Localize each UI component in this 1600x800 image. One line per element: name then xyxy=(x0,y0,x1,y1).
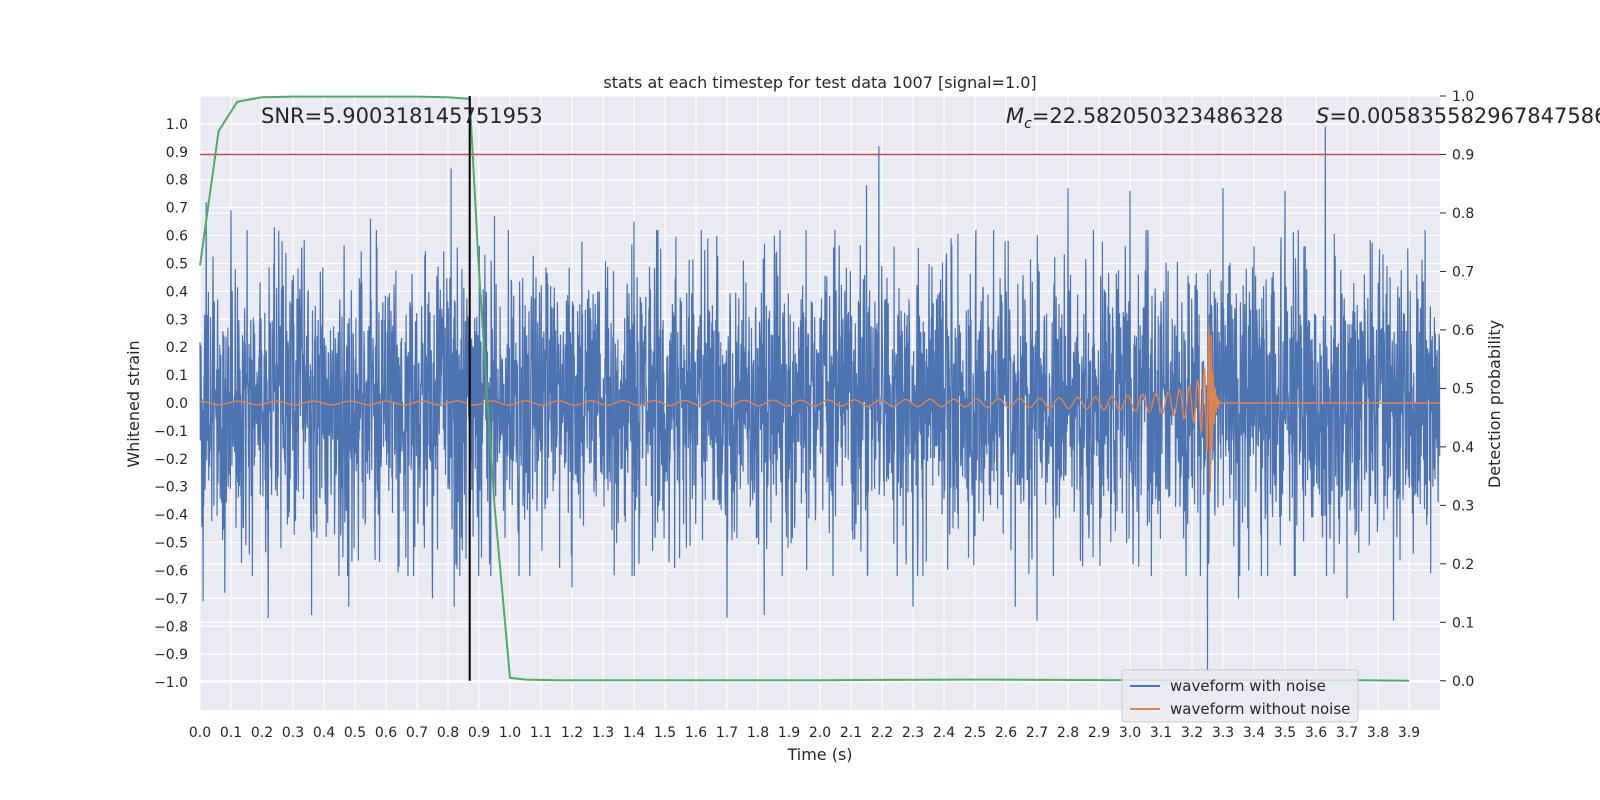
y2-tick-label: 0.5 xyxy=(1452,381,1474,397)
y2-tick-label: 0.3 xyxy=(1452,498,1474,514)
noisy-waveform-line xyxy=(199,126,1441,671)
x-tick-label: 1.4 xyxy=(623,725,645,741)
x-tick-label: 0.0 xyxy=(189,725,211,741)
x-tick-label: 0.8 xyxy=(437,725,459,741)
y2-tick-label: 0.1 xyxy=(1452,615,1474,631)
x-tick-label: 1.9 xyxy=(778,725,800,741)
x-tick-label: 1.6 xyxy=(685,725,707,741)
chart-title: stats at each timestep for test data 100… xyxy=(603,73,1036,92)
y-tick-label: 1.0 xyxy=(166,117,188,133)
x-tick-label: 3.2 xyxy=(1181,725,1203,741)
y2-tick-label: 0.0 xyxy=(1452,674,1474,690)
s-value: =0.005835582967847586 xyxy=(1329,104,1600,128)
x-tick-label: 0.5 xyxy=(344,725,366,741)
y-tick-label: −0.8 xyxy=(154,619,188,635)
s-annotation: S=0.005835582967847586 xyxy=(1316,104,1600,128)
x-tick-label: 2.6 xyxy=(995,725,1017,741)
x-tick-label: 2.3 xyxy=(902,725,924,741)
x-tick-label: 2.0 xyxy=(809,725,831,741)
detection-probability-line xyxy=(199,95,1410,682)
y-tick-label: −0.2 xyxy=(154,452,188,468)
x-tick-label: 0.6 xyxy=(375,725,397,741)
x-tick-label: 1.1 xyxy=(530,725,552,741)
legend-label: waveform without noise xyxy=(1170,700,1350,718)
x-tick-label: 3.5 xyxy=(1274,725,1296,741)
snr-annotation: SNR=5.900318145751953 xyxy=(261,104,543,128)
marks xyxy=(199,95,1441,682)
y-tick-label: 0.7 xyxy=(166,201,188,217)
clean-waveform-line xyxy=(200,325,1440,492)
x-tick-label: 2.1 xyxy=(840,725,862,741)
x-tick-label: 3.6 xyxy=(1305,725,1327,741)
y-tick-label: −0.5 xyxy=(154,536,188,552)
x-tick-label: 2.2 xyxy=(871,725,893,741)
y2-tick-label: 0.9 xyxy=(1452,147,1474,163)
x-tick-label: 0.2 xyxy=(251,725,273,741)
x-tick-label: 0.9 xyxy=(468,725,490,741)
x-tick-label: 3.7 xyxy=(1336,725,1358,741)
x-tick-label: 0.4 xyxy=(313,725,335,741)
x-tick-label: 0.3 xyxy=(282,725,304,741)
y2-tick-label: 0.4 xyxy=(1452,440,1474,456)
x-tick-label: 3.3 xyxy=(1212,725,1234,741)
y-tick-label: −0.7 xyxy=(154,591,188,607)
y-tick-label: −1.0 xyxy=(154,675,188,691)
y-tick-label: 0.1 xyxy=(166,368,188,384)
y-tick-label: −0.4 xyxy=(154,508,188,524)
x-tick-label: 0.1 xyxy=(220,725,242,741)
x-axis-label: Time (s) xyxy=(786,745,852,764)
y2-axis-label: Detection probability xyxy=(1485,320,1504,488)
chirp-mass-annotation: Mc=22.582050323486328 xyxy=(1006,104,1283,132)
x-tick-label: 1.0 xyxy=(499,725,521,741)
legend: waveform with noise waveform without nois… xyxy=(1121,669,1359,723)
y2-tick-label: 0.2 xyxy=(1452,557,1474,573)
y2-tick-label: 0.7 xyxy=(1452,264,1474,280)
x-tick-label: 3.8 xyxy=(1367,725,1389,741)
y-tick-label: −0.6 xyxy=(154,563,188,579)
x-tick-label: 3.0 xyxy=(1119,725,1141,741)
y-tick-label: −0.9 xyxy=(154,647,188,663)
x-tick-label: 2.7 xyxy=(1026,725,1048,741)
y2-tick-label: 0.8 xyxy=(1452,206,1474,222)
y-tick-label: 0.6 xyxy=(166,229,188,245)
y2-tick-label: 1.0 xyxy=(1452,89,1474,105)
chirp-mass-subscript: c xyxy=(1024,116,1032,132)
chirp-mass-symbol: M xyxy=(1006,104,1024,128)
y-tick-label: 0.5 xyxy=(166,256,188,272)
x-tick-label: 1.3 xyxy=(592,725,614,741)
x-tick-label: 1.5 xyxy=(654,725,676,741)
x-tick-label: 2.5 xyxy=(964,725,986,741)
y2-tick-label: 0.6 xyxy=(1452,323,1474,339)
x-tick-label: 0.7 xyxy=(406,725,428,741)
y-tick-label: −0.1 xyxy=(154,424,188,440)
x-tick-label: 1.8 xyxy=(747,725,769,741)
x-tick-label: 2.9 xyxy=(1088,725,1110,741)
y-tick-label: 0.0 xyxy=(166,396,188,412)
y-tick-label: −0.3 xyxy=(154,480,188,496)
y-tick-label: 0.2 xyxy=(166,340,188,356)
s-symbol: S xyxy=(1316,104,1329,128)
x-tick-label: 3.9 xyxy=(1398,725,1420,741)
x-tick-label: 3.1 xyxy=(1150,725,1172,741)
y-tick-label: 0.9 xyxy=(166,145,188,161)
x-tick-label: 1.2 xyxy=(561,725,583,741)
x-tick-label: 1.7 xyxy=(716,725,738,741)
x-tick-label: 2.8 xyxy=(1057,725,1079,741)
chirp-mass-value: =22.582050323486328 xyxy=(1032,104,1283,128)
y-axis-label: Whitened strain xyxy=(124,340,143,467)
y-tick-label: 0.8 xyxy=(166,173,188,189)
y-tick-label: 0.4 xyxy=(166,284,188,300)
legend-box xyxy=(1121,669,1359,723)
legend-label: waveform with noise xyxy=(1170,677,1326,695)
y-tick-label: 0.3 xyxy=(166,312,188,328)
x-tick-label: 2.4 xyxy=(933,725,955,741)
x-tick-label: 3.4 xyxy=(1243,725,1265,741)
